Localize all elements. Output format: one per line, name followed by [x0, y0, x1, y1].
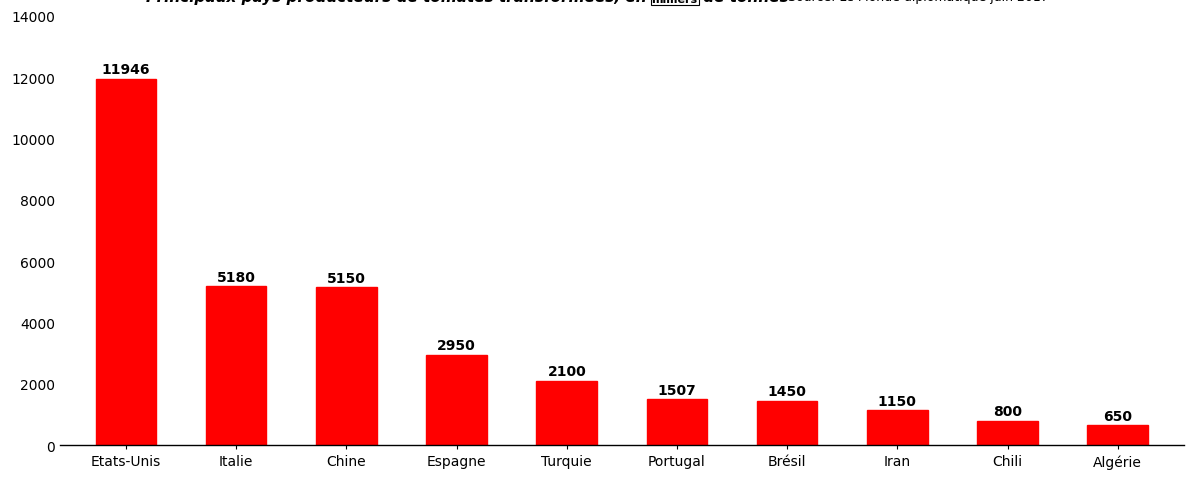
Text: 1450: 1450: [767, 384, 807, 398]
Bar: [1087, 426, 1148, 445]
Text: 2950: 2950: [437, 339, 476, 353]
Bar: [96, 80, 157, 445]
Bar: [315, 288, 376, 445]
Text: 5180: 5180: [216, 270, 256, 284]
Bar: [756, 401, 817, 445]
Text: milliers: milliers: [651, 0, 698, 5]
Bar: [537, 381, 598, 445]
Text: 2100: 2100: [547, 365, 586, 379]
Text: 5150: 5150: [327, 271, 366, 285]
Text: Source: Le Monde diplomatique juin 2017: Source: Le Monde diplomatique juin 2017: [789, 0, 1049, 4]
Text: 1150: 1150: [878, 394, 917, 408]
Bar: [868, 410, 927, 445]
Text: 11946: 11946: [102, 63, 151, 77]
Bar: [646, 399, 707, 445]
Bar: [427, 355, 486, 445]
Text: 800: 800: [993, 405, 1022, 419]
Bar: [978, 421, 1038, 445]
Text: 650: 650: [1103, 409, 1133, 423]
Bar: [206, 287, 266, 445]
Text: 1507: 1507: [657, 383, 697, 397]
Text: Principaux pays producteurs de tomates transformées, en: Principaux pays producteurs de tomates t…: [146, 0, 651, 5]
Text: de tonnes: de tonnes: [698, 0, 789, 5]
